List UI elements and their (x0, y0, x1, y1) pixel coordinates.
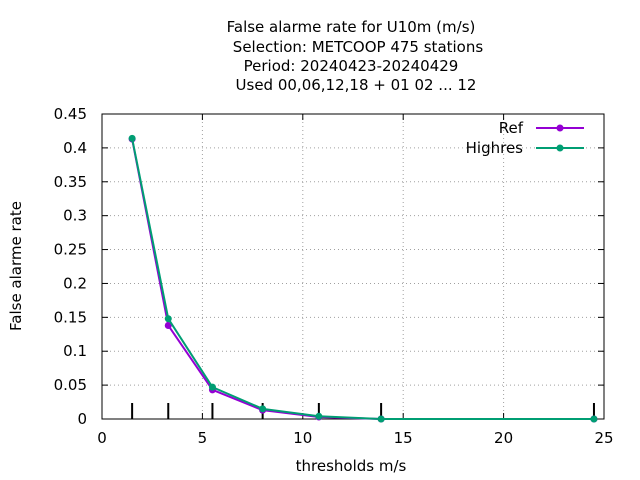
legend-label-highres: Highres (466, 139, 524, 157)
y-tick-label: 0.15 (54, 308, 87, 326)
legend-label-ref: Ref (499, 119, 524, 137)
x-axis-label: thresholds m/s (296, 457, 407, 475)
legend-marker-ref (556, 124, 564, 132)
legend: Ref Highres (466, 119, 584, 157)
x-tick-label: 20 (494, 429, 513, 447)
y-tick-label: 0.45 (54, 105, 87, 123)
series-line-ref (131, 138, 594, 420)
title-line-3: Period: 20240423-20240429 (244, 57, 459, 75)
y-tick-label: 0.1 (63, 342, 87, 360)
x-tick-label: 15 (394, 429, 413, 447)
legend-marker-highres (556, 144, 564, 152)
y-tick-label: 0.2 (63, 274, 87, 292)
plot-frame (101, 113, 605, 420)
y-tick-label: 0.4 (63, 139, 87, 157)
x-tick-label: 25 (594, 429, 613, 447)
x-tick-label: 5 (198, 429, 208, 447)
axis-ticks: 0 5 10 15 20 25 0 0.05 0.1 0.15 0.2 0.25 0.3 0.35 0.4 0… (54, 105, 614, 447)
title-line-1: False alarme rate for U10m (m/s) (227, 18, 476, 36)
grid (102, 114, 604, 419)
y-tick-label: 0 (77, 410, 87, 428)
data-point-highres (259, 405, 267, 413)
data-point-highres (208, 383, 216, 391)
data-point-highres (315, 412, 323, 420)
y-tick-label: 0.35 (54, 173, 87, 191)
series-line-highres (131, 138, 594, 420)
x-tick-label: 0 (97, 429, 107, 447)
x-tick-label: 10 (293, 429, 312, 447)
y-tick-label: 0.3 (63, 207, 87, 225)
data-point-highres (377, 415, 385, 423)
threshold-markers (131, 403, 595, 419)
title-line-4: Used 00,06,12,18 + 01 02 ... 12 (236, 76, 477, 94)
data-point-highres (164, 315, 172, 323)
data-point-highres (128, 134, 136, 142)
data-point-ref (164, 321, 172, 329)
chart-title: False alarme rate for U10m (m/s) Selecti… (227, 18, 484, 94)
y-axis-label: False alarme rate (7, 201, 25, 331)
y-tick-label: 0.25 (54, 241, 87, 259)
title-line-2: Selection: METCOOP 475 stations (233, 38, 484, 56)
series-lines (128, 134, 598, 423)
y-tick-label: 0.05 (54, 376, 87, 394)
data-point-highres (590, 415, 598, 423)
